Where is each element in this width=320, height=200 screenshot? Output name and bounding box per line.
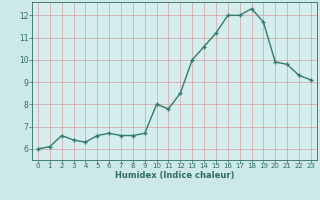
X-axis label: Humidex (Indice chaleur): Humidex (Indice chaleur): [115, 171, 234, 180]
